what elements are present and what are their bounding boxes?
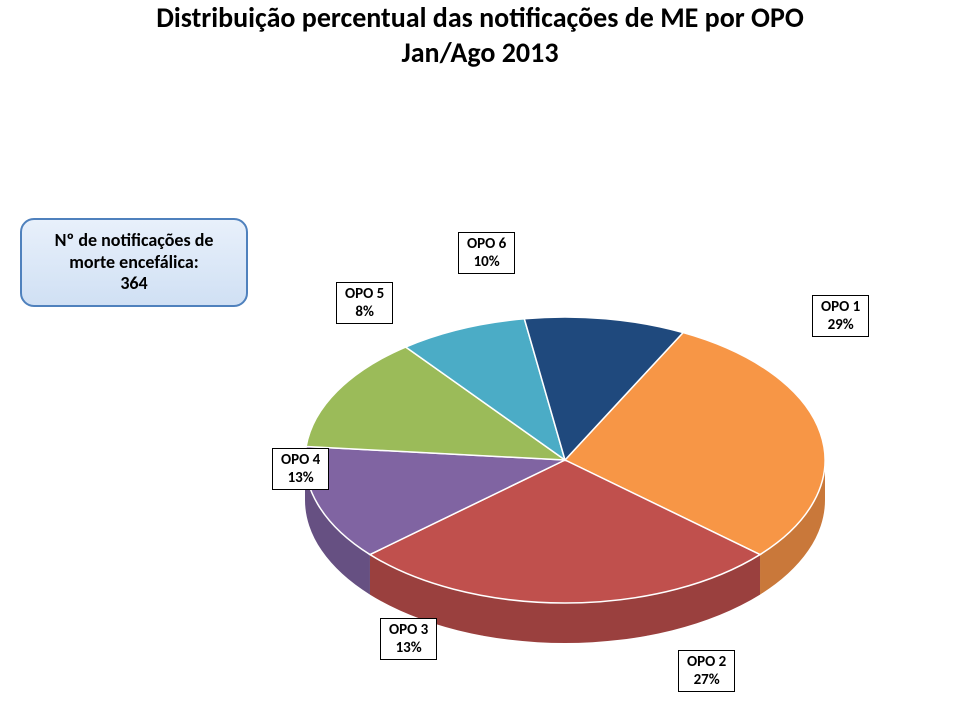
slice-label-name: OPO 2	[687, 653, 726, 671]
slice-label-pct: 13%	[396, 639, 422, 657]
slice-label-name: OPO 3	[389, 621, 428, 639]
slice-label-name: OPO 1	[821, 298, 860, 316]
slice-label-pct: 29%	[828, 316, 854, 334]
slice-label-name: OPO 4	[281, 451, 320, 469]
slice-label-pct: 13%	[288, 469, 314, 487]
pie-svg	[0, 0, 960, 722]
slice-label-opo-2: OPO 227%	[678, 650, 735, 692]
slice-label-opo-5: OPO 58%	[336, 282, 393, 324]
slice-label-pct: 27%	[694, 671, 720, 689]
slice-label-opo-1: OPO 129%	[812, 295, 869, 337]
pie-chart	[0, 0, 960, 727]
slice-label-pct: 10%	[474, 253, 500, 271]
slice-label-opo-6: OPO 610%	[458, 232, 515, 274]
slice-label-opo-3: OPO 313%	[380, 618, 437, 660]
slice-label-pct: 8%	[355, 303, 374, 321]
slice-label-name: OPO 6	[467, 235, 506, 253]
slice-label-name: OPO 5	[345, 285, 384, 303]
slice-label-opo-4: OPO 413%	[272, 448, 329, 490]
